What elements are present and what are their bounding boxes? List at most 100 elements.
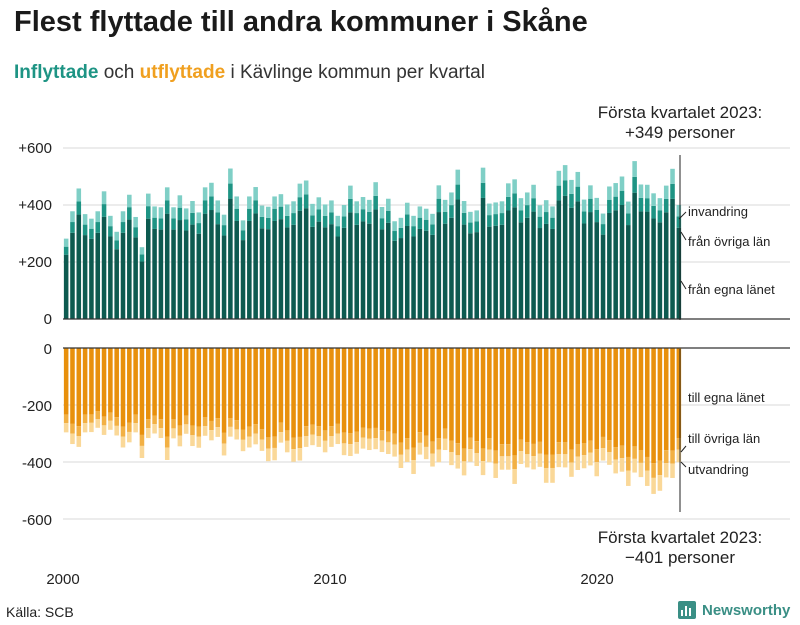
bar-in-invandring-86 (607, 186, 612, 200)
bar-in-egna-18 (177, 220, 183, 319)
bar-in-ovriga-63 (461, 212, 467, 225)
bar-out-ovriga-91 (638, 449, 644, 463)
bar-in-egna-61 (449, 217, 454, 319)
bar-in-invandring-77 (550, 206, 555, 218)
bar-in-egna-21 (196, 233, 202, 319)
axes-group (63, 318, 790, 349)
bar-in-egna-57 (423, 230, 429, 319)
bar-in-invandring-74 (531, 184, 536, 199)
bar-in-ovriga-14 (152, 217, 157, 229)
bar-in-egna-11 (133, 237, 138, 319)
bar-in-egna-15 (158, 229, 164, 319)
bar-in-ovriga-94 (657, 210, 663, 223)
bar-out-utvandring-89 (626, 470, 631, 486)
bar-out-utvandring-84 (594, 462, 600, 477)
bar-in-ovriga-44 (341, 216, 347, 228)
bar-out-utvandring-92 (644, 470, 650, 486)
bar-out-utvandring-85 (600, 448, 606, 461)
bar-out-ovriga-71 (512, 455, 517, 469)
bar-out-egna-16 (164, 348, 170, 437)
bar-in-invandring-20 (190, 201, 195, 213)
y-tick-lower-600: -600 (22, 512, 52, 529)
bar-out-utvandring-27 (234, 429, 239, 440)
bar-in-egna-35 (284, 227, 290, 319)
bar-in-egna-82 (581, 223, 587, 319)
bar-in-ovriga-22 (202, 200, 208, 214)
bar-in-ovriga-66 (480, 182, 486, 198)
bar-in-egna-59 (436, 212, 442, 319)
bar-in-invandring-57 (423, 208, 429, 220)
bar-in-invandring-25 (221, 214, 227, 226)
bar-in-ovriga-27 (234, 208, 239, 221)
bar-out-ovriga-24 (215, 418, 221, 428)
bar-out-egna-23 (209, 348, 214, 421)
bar-out-utvandring-78 (556, 454, 562, 468)
subtitle-och: och (103, 62, 135, 83)
bar-out-ovriga-7 (108, 412, 113, 421)
bar-out-egna-68 (493, 348, 498, 451)
bar-in-ovriga-16 (164, 200, 170, 214)
bar-in-ovriga-53 (398, 227, 404, 239)
bar-out-utvandring-64 (468, 449, 473, 462)
bar-out-egna-75 (537, 348, 543, 442)
bar-out-utvandring-61 (449, 452, 454, 466)
bar-out-ovriga-6 (101, 416, 107, 426)
label-fran-ovriga-lan: från övriga län (688, 234, 770, 249)
bar-out-egna-26 (228, 348, 233, 419)
bar-in-egna-66 (480, 197, 486, 319)
bar-out-egna-78 (556, 348, 562, 443)
bar-out-ovriga-59 (436, 438, 442, 450)
bar-out-ovriga-27 (234, 420, 239, 430)
bar-out-utvandring-13 (146, 428, 151, 439)
bar-out-utvandring-69 (499, 456, 505, 470)
bar-out-ovriga-18 (177, 425, 183, 436)
bar-in-invandring-61 (449, 192, 454, 206)
bar-in-invandring-36 (291, 201, 296, 214)
bar-in-egna-53 (398, 238, 404, 319)
bar-out-ovriga-72 (518, 439, 524, 452)
bar-in-egna-26 (228, 198, 233, 319)
bar-in-egna-65 (474, 232, 479, 319)
bar-in-invandring-97 (676, 205, 682, 217)
bar-in-egna-23 (209, 210, 214, 319)
bar-out-egna-25 (221, 348, 227, 433)
bar-out-ovriga-96 (670, 450, 675, 464)
bar-out-utvandring-24 (215, 427, 221, 437)
bar-out-egna-65 (474, 348, 479, 442)
newsworthy-logo-icon (678, 601, 696, 619)
bar-out-utvandring-87 (613, 459, 618, 474)
bar-out-egna-85 (600, 348, 606, 437)
bar-in-ovriga-70 (506, 196, 511, 211)
bar-in-ovriga-46 (354, 213, 359, 225)
bar-in-ovriga-71 (512, 193, 517, 208)
bar-out-egna-36 (291, 348, 296, 438)
bar-out-egna-80 (569, 348, 574, 450)
bar-in-invandring-40 (316, 197, 322, 210)
bar-in-egna-77 (550, 228, 555, 319)
bar-out-ovriga-90 (632, 446, 637, 459)
bar-out-utvandring-57 (423, 446, 429, 460)
bar-in-invandring-0 (63, 238, 69, 247)
bar-in-egna-41 (322, 227, 328, 319)
y-tick-upper-0: 0 (44, 311, 52, 328)
bar-in-egna-20 (190, 224, 195, 319)
bar-in-ovriga-81 (575, 186, 581, 202)
bar-out-ovriga-38 (303, 426, 309, 437)
bar-in-egna-0 (63, 254, 69, 319)
bar-in-egna-7 (108, 236, 113, 319)
bar-out-ovriga-87 (613, 447, 618, 460)
bar-out-utvandring-30 (253, 433, 258, 445)
bar-in-ovriga-29 (247, 208, 252, 221)
migration-chart: +600 +400 +200 0 0 -200 -400 -600 2000 2… (18, 103, 790, 588)
bar-out-ovriga-47 (360, 427, 366, 438)
bar-out-ovriga-76 (543, 454, 549, 468)
bar-in-egna-51 (386, 222, 391, 319)
bar-in-egna-37 (297, 210, 303, 319)
bar-in-egna-70 (506, 210, 511, 319)
bar-out-utvandring-51 (386, 442, 391, 455)
bar-out-ovriga-32 (266, 437, 271, 449)
bar-in-egna-45 (348, 212, 353, 319)
bar-in-invandring-80 (569, 179, 574, 194)
bar-in-egna-48 (367, 223, 372, 319)
grid-lines (63, 147, 790, 520)
